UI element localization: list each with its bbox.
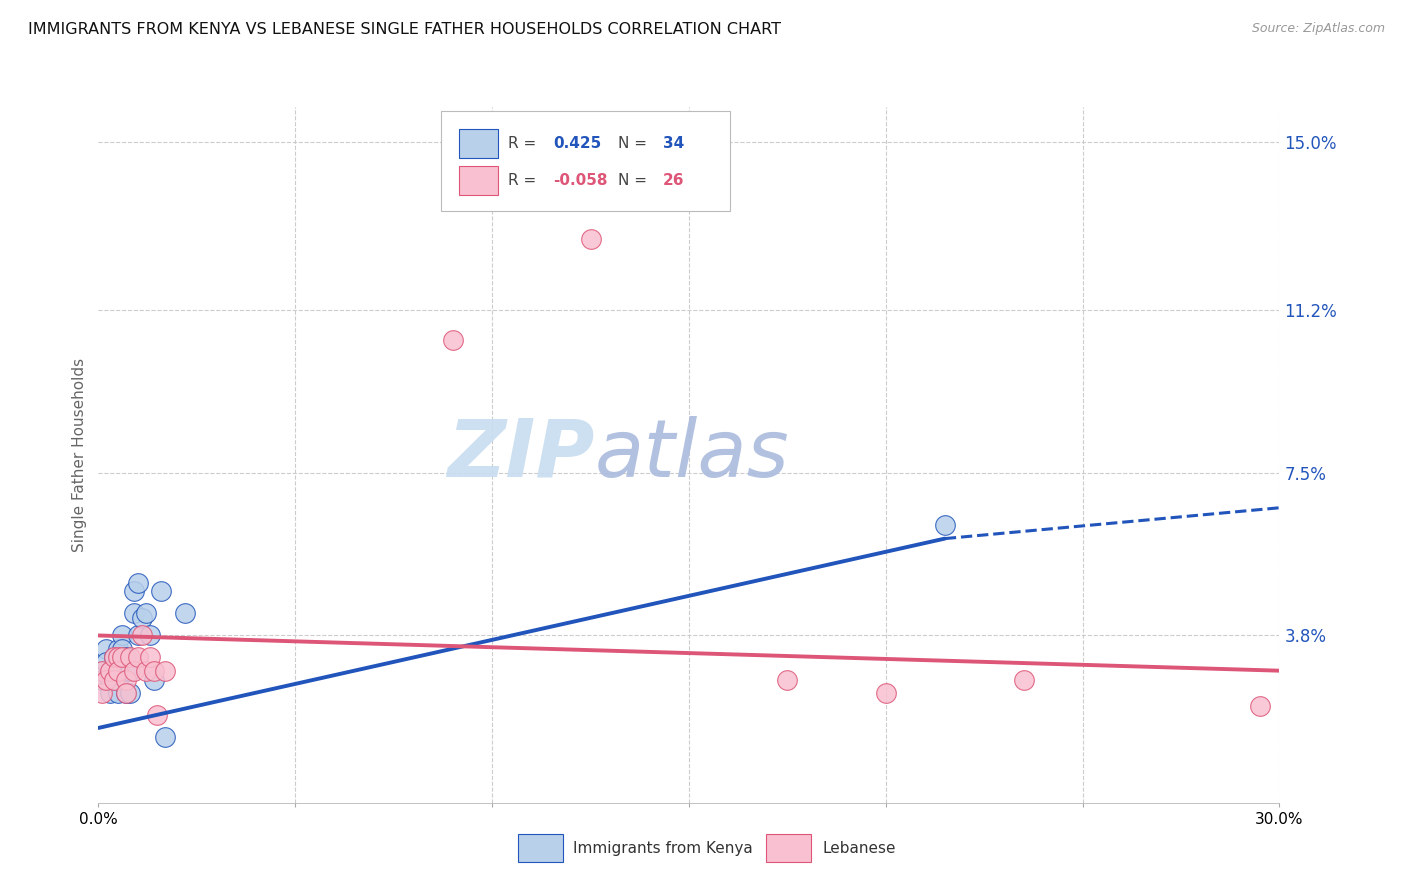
FancyBboxPatch shape: [766, 834, 811, 862]
Point: [91, 673, 114, 687]
Point: [103, 650, 125, 665]
Point: [118, 650, 141, 665]
Point: [115, 686, 138, 700]
Point: [103, 673, 125, 687]
Text: IMMIGRANTS FROM KENYA VS LEBANESE SINGLE FATHER HOUSEHOLDS CORRELATION CHART: IMMIGRANTS FROM KENYA VS LEBANESE SINGLE…: [28, 22, 782, 37]
Point: [1012, 673, 1035, 687]
FancyBboxPatch shape: [458, 128, 498, 158]
Point: [115, 686, 138, 700]
Point: [111, 650, 134, 665]
Point: [127, 650, 149, 665]
Point: [103, 650, 125, 665]
Point: [135, 664, 157, 678]
Text: R =: R =: [508, 173, 541, 188]
Point: [103, 664, 125, 678]
Point: [118, 664, 141, 678]
Point: [131, 628, 153, 642]
Text: atlas: atlas: [595, 416, 789, 494]
Point: [934, 518, 956, 533]
Text: R =: R =: [508, 136, 541, 151]
Point: [111, 641, 134, 656]
Point: [135, 607, 157, 621]
Point: [118, 686, 141, 700]
Point: [96, 641, 118, 656]
Point: [115, 650, 138, 665]
Point: [122, 664, 145, 678]
Point: [875, 686, 897, 700]
Point: [579, 232, 602, 246]
Text: -0.058: -0.058: [553, 173, 607, 188]
Point: [122, 584, 145, 599]
Point: [107, 686, 129, 700]
Point: [111, 650, 134, 665]
Text: N =: N =: [619, 136, 652, 151]
Text: 0.425: 0.425: [553, 136, 602, 151]
Text: N =: N =: [619, 173, 652, 188]
Point: [107, 641, 129, 656]
Point: [107, 650, 129, 665]
FancyBboxPatch shape: [441, 111, 730, 211]
Point: [115, 673, 138, 687]
Text: 26: 26: [664, 173, 685, 188]
Text: 34: 34: [664, 136, 685, 151]
FancyBboxPatch shape: [458, 166, 498, 195]
Point: [150, 584, 173, 599]
Point: [107, 650, 129, 665]
Point: [98, 686, 121, 700]
Point: [142, 673, 165, 687]
Point: [122, 607, 145, 621]
Point: [776, 673, 799, 687]
Point: [127, 628, 149, 642]
FancyBboxPatch shape: [517, 834, 562, 862]
Point: [98, 664, 121, 678]
Point: [107, 664, 129, 678]
Point: [138, 650, 160, 665]
Point: [98, 673, 121, 687]
Point: [111, 628, 134, 642]
Point: [96, 655, 118, 669]
Point: [138, 628, 160, 642]
Y-axis label: Single Father Households: Single Father Households: [72, 358, 87, 552]
Point: [142, 664, 165, 678]
Point: [155, 664, 177, 678]
Point: [174, 607, 197, 621]
Point: [155, 730, 177, 744]
Point: [91, 686, 114, 700]
Point: [127, 575, 149, 590]
Text: ZIP: ZIP: [447, 416, 595, 494]
Point: [91, 664, 114, 678]
Point: [98, 664, 121, 678]
Point: [131, 611, 153, 625]
Text: Immigrants from Kenya: Immigrants from Kenya: [574, 840, 754, 855]
Point: [107, 673, 129, 687]
Point: [1249, 698, 1271, 713]
Point: [441, 334, 464, 348]
Point: [146, 707, 169, 722]
Point: [103, 673, 125, 687]
Text: Lebanese: Lebanese: [823, 840, 896, 855]
Point: [91, 664, 114, 678]
Text: Source: ZipAtlas.com: Source: ZipAtlas.com: [1251, 22, 1385, 36]
Point: [96, 673, 118, 687]
Point: [115, 664, 138, 678]
